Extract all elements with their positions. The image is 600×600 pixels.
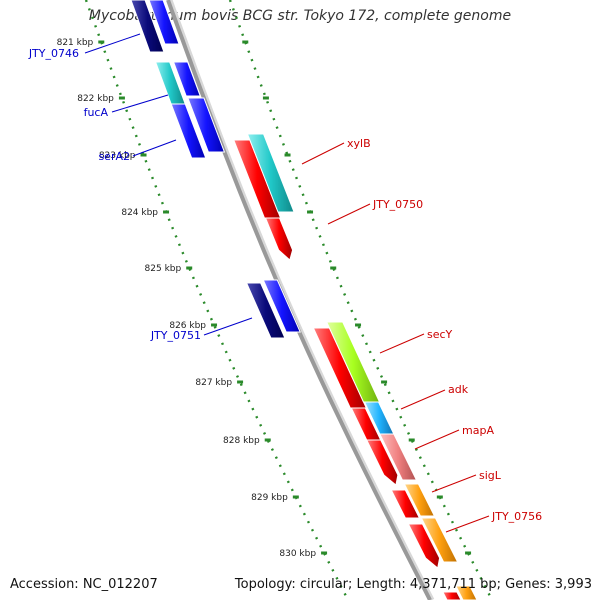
gene-label-right[interactable]: adk xyxy=(448,383,469,396)
kbp-tick-label: 830 kbp xyxy=(279,549,316,559)
tick-lane-right xyxy=(228,0,494,600)
kbp-tick-label: 827 kbp xyxy=(195,378,232,388)
gene-label-right[interactable]: JTY_0750 xyxy=(372,198,423,211)
gene-secy-block[interactable] xyxy=(325,321,381,403)
gene-xylb-block[interactable] xyxy=(233,139,282,219)
gene-jty-0746-block-b[interactable] xyxy=(148,0,180,45)
gene-next-orange-block[interactable] xyxy=(455,585,478,600)
gene-sigl-block[interactable] xyxy=(403,483,436,517)
gene-label-right[interactable]: JTY_0756 xyxy=(491,510,542,523)
gene-jty-0756-red-block[interactable] xyxy=(407,523,441,569)
gene-jty-0751-block-b[interactable] xyxy=(262,279,301,333)
gene-label-left[interactable]: fucA xyxy=(84,106,109,119)
gene-jty-0746-block-a[interactable] xyxy=(130,0,165,53)
gene-label-right[interactable]: xylB xyxy=(347,137,371,150)
gene-jty-0750-block[interactable] xyxy=(264,217,294,261)
backbone-shadow xyxy=(167,0,435,600)
right-label-leader xyxy=(445,515,490,533)
right-label-leader xyxy=(414,429,460,450)
gene-jty-0751-block-a[interactable] xyxy=(245,282,286,339)
left-label-leader xyxy=(132,139,177,157)
left-label-leader xyxy=(203,317,253,336)
right-label-leader xyxy=(431,474,477,493)
gene-next-red-block[interactable] xyxy=(442,591,462,600)
gene-label-right[interactable]: sigL xyxy=(479,469,502,482)
right-label-leader xyxy=(301,142,345,165)
right-label-leader xyxy=(327,203,371,225)
kbp-tick-label: 826 kbp xyxy=(169,321,206,331)
topology-text: Topology: circular; Length: 4,371,711 bp… xyxy=(234,577,592,592)
kbp-tick-label: 822 kbp xyxy=(77,94,114,104)
gene-sera2-block-b[interactable] xyxy=(187,97,226,153)
map-title: Mycobacterium bovis BCG str. Tokyo 172, … xyxy=(88,8,512,24)
kbp-tick-label: 828 kbp xyxy=(223,436,260,446)
gene-jty-0756-block[interactable] xyxy=(420,517,459,563)
kbp-tick-label: 829 kbp xyxy=(251,493,288,503)
backbone-line xyxy=(166,0,432,600)
gene-secy-red-block[interactable] xyxy=(312,327,368,409)
kbp-tick-label: 824 kbp xyxy=(121,208,158,218)
kbp-tick-label: 821 kbp xyxy=(57,38,94,48)
kbp-tick-label: 825 kbp xyxy=(145,264,182,274)
gene-xylb-partner-block[interactable] xyxy=(246,133,295,213)
right-label-leader xyxy=(379,333,425,354)
gene-mapa-block[interactable] xyxy=(378,433,418,481)
left-label-leader xyxy=(84,33,141,54)
accession-text: Accession: NC_012207 xyxy=(10,577,158,592)
gene-fuca-neighbor-block[interactable] xyxy=(172,61,201,97)
kbp-tick-label: 823 kbp xyxy=(99,151,136,161)
gene-label-left[interactable]: JTY_0751 xyxy=(150,329,201,342)
gene-label-right[interactable]: secY xyxy=(427,328,453,341)
gene-sigl-red-block[interactable] xyxy=(390,489,421,519)
gene-label-left[interactable]: serA2 xyxy=(98,150,130,163)
gene-mapa-red-block[interactable] xyxy=(365,439,399,486)
gene-sera2-block-a[interactable] xyxy=(170,103,207,159)
tick-lane-left xyxy=(84,0,350,600)
gene-label-left[interactable]: JTY_0746 xyxy=(28,47,79,60)
gene-label-right[interactable]: mapA xyxy=(462,424,494,437)
right-label-leader xyxy=(400,389,446,410)
left-label-leader xyxy=(111,94,169,113)
